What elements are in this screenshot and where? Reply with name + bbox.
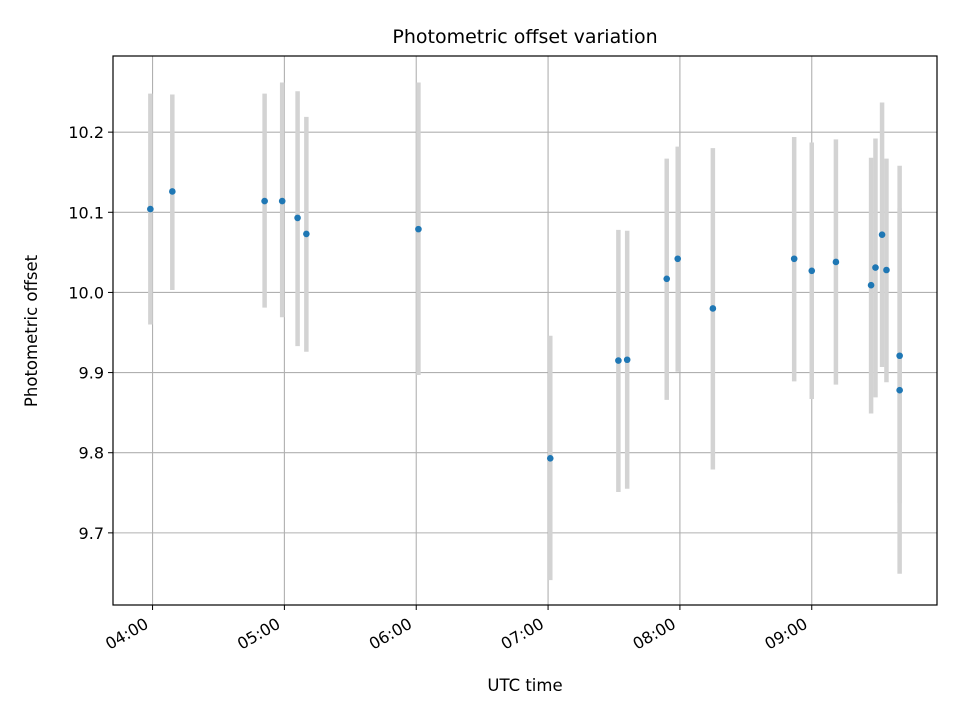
data-point xyxy=(883,266,890,274)
data-points xyxy=(147,188,903,462)
x-axis-ticks: 04:00 05:00 06:00 07:00 08:00 09:00 xyxy=(102,605,813,654)
data-point xyxy=(278,197,286,205)
data-point xyxy=(790,255,798,263)
data-point xyxy=(709,305,717,312)
data-point xyxy=(623,356,631,364)
x-tick-label: 09:00 xyxy=(761,614,810,654)
data-point xyxy=(832,258,840,266)
y-axis-ticks: 9.7 9.8 9.9 10.0 10.1 10.2 xyxy=(68,123,113,543)
y-tick-label: 9.9 xyxy=(79,364,104,383)
data-point xyxy=(872,264,879,271)
x-tick-label: 05:00 xyxy=(234,614,283,654)
x-tick-label: 04:00 xyxy=(102,614,151,654)
y-tick-label: 10.0 xyxy=(68,283,104,302)
y-axis-label: Photometric offset xyxy=(22,254,41,407)
data-point xyxy=(867,281,875,289)
x-tick-label: 07:00 xyxy=(498,614,547,654)
plot-frame xyxy=(112,55,938,606)
data-point xyxy=(169,188,176,195)
data-point xyxy=(896,386,903,394)
data-point xyxy=(896,352,903,360)
y-tick-label: 9.7 xyxy=(79,524,104,543)
plot-background xyxy=(113,56,937,605)
chart-title: Photometric offset variation xyxy=(392,26,657,48)
y-tick-label: 10.2 xyxy=(68,123,104,142)
data-point xyxy=(415,225,422,233)
data-point xyxy=(808,267,816,275)
y-tick-label: 9.8 xyxy=(79,444,104,463)
data-point xyxy=(261,197,268,205)
data-point xyxy=(878,231,886,239)
data-point xyxy=(615,357,622,364)
x-tick-label: 08:00 xyxy=(629,614,678,654)
data-point xyxy=(303,230,310,238)
data-point xyxy=(147,205,154,213)
x-axis-label: UTC time xyxy=(487,676,562,695)
data-point xyxy=(674,255,682,263)
data-point xyxy=(294,214,301,222)
data-point xyxy=(546,455,554,462)
data-point xyxy=(663,275,671,283)
x-tick-label: 06:00 xyxy=(366,614,415,654)
y-tick-label: 10.1 xyxy=(68,203,104,222)
